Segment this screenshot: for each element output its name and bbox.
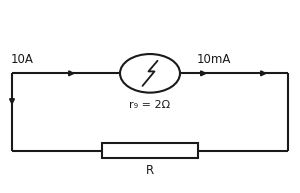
Bar bbox=[102, 143, 198, 158]
Text: R: R bbox=[146, 164, 154, 177]
Text: 10A: 10A bbox=[11, 53, 33, 66]
Text: 10mA: 10mA bbox=[196, 53, 231, 66]
Text: r₉ = 2Ω: r₉ = 2Ω bbox=[129, 100, 171, 110]
Circle shape bbox=[120, 54, 180, 93]
